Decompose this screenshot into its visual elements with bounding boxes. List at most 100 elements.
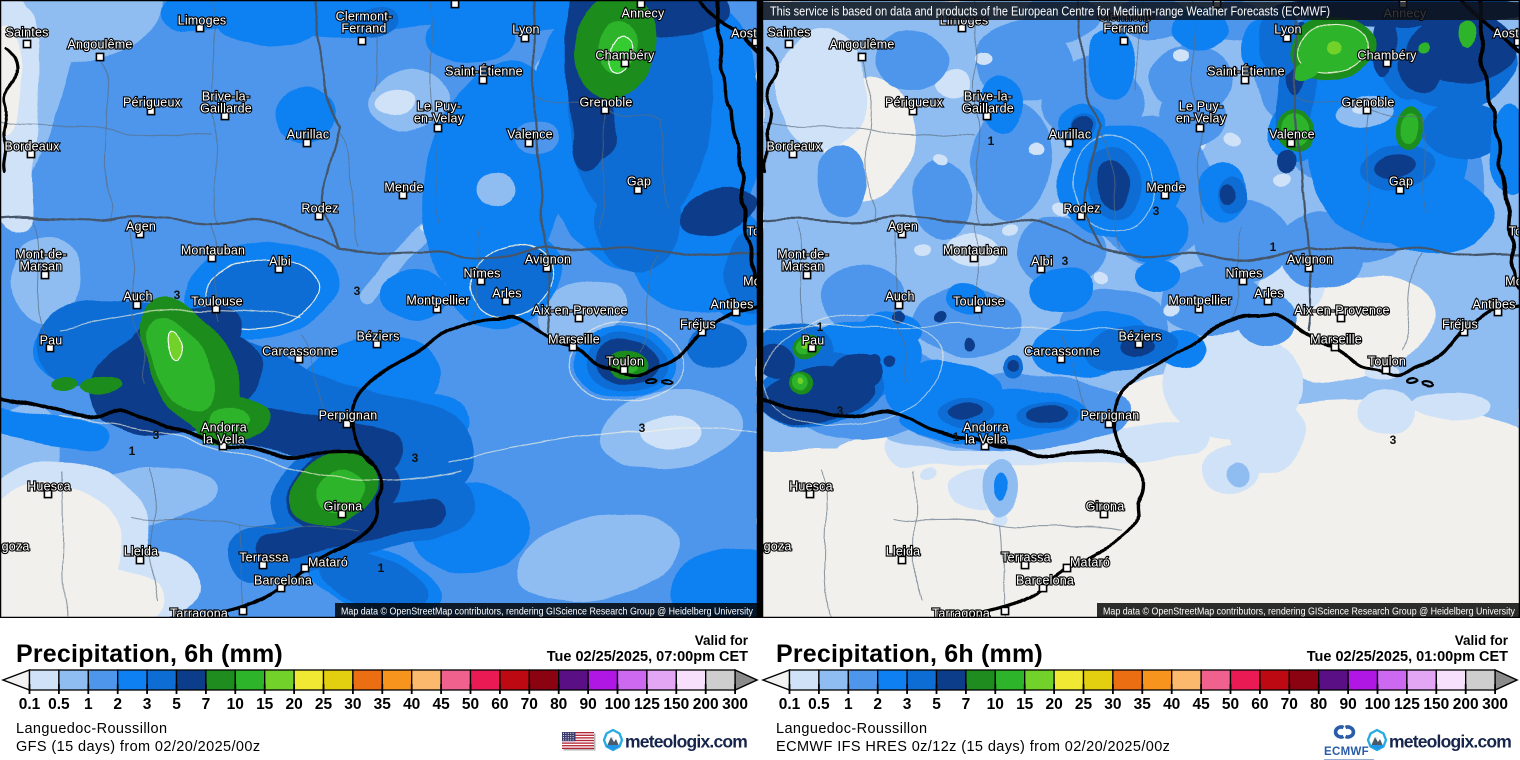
- svg-text:Andorra: Andorra: [201, 421, 247, 435]
- svg-text:Annecy: Annecy: [622, 7, 665, 21]
- svg-text:3: 3: [837, 404, 844, 418]
- svg-text:Le Puy-: Le Puy-: [1179, 100, 1223, 114]
- svg-text:3: 3: [354, 284, 361, 298]
- svg-text:1: 1: [378, 561, 385, 575]
- svg-text:Huesca: Huesca: [27, 480, 71, 494]
- svg-text:3: 3: [903, 696, 912, 713]
- svg-text:80: 80: [1310, 696, 1327, 713]
- svg-text:Ferrand: Ferrand: [1103, 22, 1148, 36]
- svg-text:Tue 02/25/2025, 01:00pm CET: Tue 02/25/2025, 01:00pm CET: [1307, 649, 1508, 665]
- svg-text:Precipitation, 6h (mm): Precipitation, 6h (mm): [16, 640, 283, 668]
- svg-text:Marsan: Marsan: [782, 260, 825, 274]
- svg-text:meteologix.com: meteologix.com: [625, 732, 747, 752]
- svg-text:2: 2: [873, 696, 882, 713]
- svg-text:300: 300: [722, 696, 748, 713]
- svg-text:Barcelona: Barcelona: [1016, 574, 1074, 588]
- svg-text:0.5: 0.5: [48, 696, 70, 713]
- svg-text:Mende: Mende: [1146, 181, 1185, 195]
- svg-text:Bordeaux: Bordeaux: [4, 140, 60, 154]
- svg-text:Terrassa: Terrassa: [1001, 551, 1051, 565]
- svg-text:Le Puy-: Le Puy-: [417, 100, 461, 114]
- svg-text:Gaillarde: Gaillarde: [962, 102, 1014, 116]
- svg-text:Avignon: Avignon: [525, 253, 571, 267]
- svg-text:1: 1: [953, 430, 960, 444]
- svg-text:ECMWF: ECMWF: [1324, 746, 1369, 758]
- svg-text:Gap: Gap: [1389, 175, 1413, 189]
- svg-text:Languedoc-Roussillon: Languedoc-Roussillon: [16, 721, 168, 737]
- svg-text:40: 40: [403, 696, 420, 713]
- svg-text:Girona: Girona: [1086, 500, 1125, 514]
- svg-text:2: 2: [113, 696, 122, 713]
- svg-text:7: 7: [962, 696, 971, 713]
- svg-text:Mataró: Mataró: [1070, 556, 1110, 570]
- svg-text:Terrassa: Terrassa: [239, 551, 289, 565]
- svg-text:Perpignan: Perpignan: [319, 409, 378, 423]
- svg-text:Saint-Étienne: Saint-Étienne: [445, 64, 523, 79]
- svg-text:Toulouse: Toulouse: [953, 295, 1005, 309]
- svg-text:Arles: Arles: [1254, 287, 1283, 301]
- svg-text:Saintes: Saintes: [767, 26, 810, 40]
- svg-text:150: 150: [1423, 696, 1449, 713]
- svg-text:Map data © OpenStreetMap contr: Map data © OpenStreetMap contributors, r…: [341, 606, 754, 618]
- svg-text:Map data © OpenStreetMap contr: Map data © OpenStreetMap contributors, r…: [1103, 606, 1516, 618]
- svg-text:ECMWF IFS HRES 0z/12z (15 days: ECMWF IFS HRES 0z/12z (15 days) from 02/…: [776, 739, 1170, 755]
- svg-text:300: 300: [1482, 696, 1508, 713]
- svg-text:Aix-en-Provence: Aix-en-Provence: [532, 304, 627, 318]
- svg-text:Valence: Valence: [1269, 128, 1315, 142]
- svg-text:0.1: 0.1: [19, 696, 41, 713]
- svg-text:This service is based on data: This service is based on data and produc…: [770, 5, 1330, 19]
- svg-text:Mataró: Mataró: [308, 556, 348, 570]
- svg-text:Antibes: Antibes: [710, 298, 753, 312]
- svg-text:1: 1: [988, 134, 995, 148]
- svg-text:7: 7: [202, 696, 211, 713]
- svg-text:Albi: Albi: [269, 255, 291, 269]
- svg-text:Valence: Valence: [507, 128, 553, 142]
- svg-text:60: 60: [1251, 696, 1268, 713]
- svg-text:Carcassonne: Carcassonne: [262, 345, 338, 359]
- svg-text:35: 35: [1134, 696, 1152, 713]
- svg-text:0.5: 0.5: [808, 696, 830, 713]
- svg-text:Auch: Auch: [123, 290, 152, 304]
- svg-text:90: 90: [1339, 696, 1356, 713]
- svg-text:Valid for: Valid for: [695, 633, 749, 648]
- svg-text:10: 10: [227, 696, 244, 713]
- svg-text:Limoges: Limoges: [178, 14, 227, 28]
- svg-text:Albi: Albi: [1031, 255, 1053, 269]
- svg-text:3: 3: [153, 428, 160, 442]
- svg-text:Toulon: Toulon: [606, 355, 644, 369]
- svg-text:30: 30: [344, 696, 361, 713]
- svg-text:3: 3: [1153, 204, 1160, 218]
- svg-text:Marseille: Marseille: [1310, 333, 1362, 347]
- svg-text:35: 35: [374, 696, 392, 713]
- svg-text:Tarragona: Tarragona: [932, 607, 990, 619]
- svg-text:50: 50: [1222, 696, 1239, 713]
- svg-text:Mont-de-: Mont-de-: [15, 248, 67, 262]
- svg-text:70: 70: [521, 696, 538, 713]
- svg-text:5: 5: [172, 696, 181, 713]
- svg-text:Mo: Mo: [1505, 275, 1520, 289]
- svg-text:Languedoc-Roussillon: Languedoc-Roussillon: [776, 721, 928, 737]
- svg-text:Girona: Girona: [324, 500, 363, 514]
- svg-text:Aost: Aost: [731, 27, 757, 41]
- svg-text:70: 70: [1281, 696, 1298, 713]
- svg-text:200: 200: [693, 696, 719, 713]
- svg-text:Rodez: Rodez: [301, 202, 338, 216]
- svg-text:Marsan: Marsan: [20, 260, 63, 274]
- svg-text:3: 3: [639, 421, 646, 435]
- svg-text:Mende: Mende: [384, 181, 423, 195]
- svg-text:Angoulême: Angoulême: [829, 38, 894, 52]
- svg-text:50: 50: [462, 696, 479, 713]
- svg-text:Andorra: Andorra: [963, 421, 1009, 435]
- svg-text:Clermont-: Clermont-: [336, 10, 393, 24]
- svg-text:Valid for: Valid for: [1455, 633, 1509, 648]
- svg-text:Avignon: Avignon: [1287, 253, 1333, 267]
- svg-text:45: 45: [1192, 696, 1210, 713]
- svg-text:150: 150: [663, 696, 689, 713]
- svg-text:Toulouse: Toulouse: [191, 295, 243, 309]
- svg-text:Montauban: Montauban: [943, 244, 1007, 258]
- svg-text:Huesca: Huesca: [789, 480, 833, 494]
- svg-text:Périgueux: Périgueux: [885, 96, 944, 110]
- svg-text:Brive-la-: Brive-la-: [202, 90, 250, 104]
- svg-text:125: 125: [634, 696, 660, 713]
